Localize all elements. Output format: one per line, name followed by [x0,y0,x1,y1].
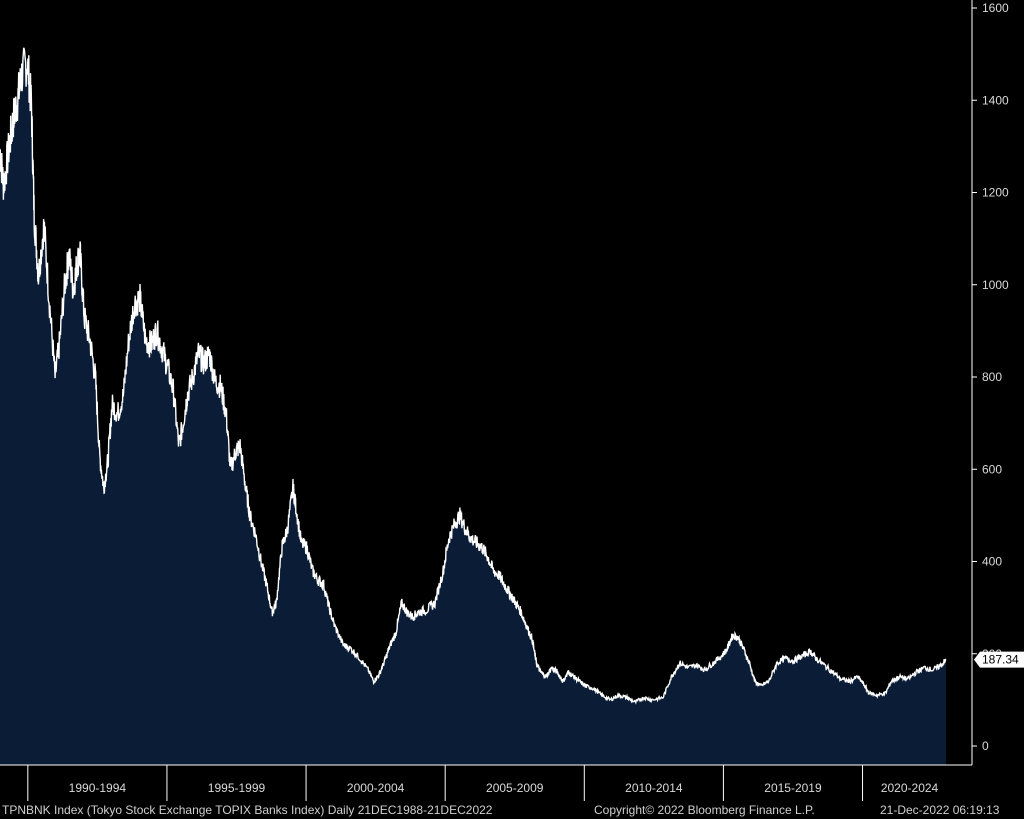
series-area [0,47,946,766]
copyright-text: Copyright© 2022 Bloomberg Finance L.P. [594,803,815,817]
price-line-layer [0,47,947,705]
y-tick-label: 0 [982,739,989,753]
last-value-label: 187.34 [982,653,1019,667]
last-value-box [974,651,1024,668]
y-tick-label: 1200 [982,186,1009,200]
timestamp-text: 21-Dec-2022 06:19:13 [880,803,1000,817]
x-tick-label: 1990-1994 [69,781,127,795]
x-tick-label: 2005-2009 [486,781,544,795]
x-tick-label: 2010-2014 [625,781,683,795]
x-tick-label: 1995-1999 [208,781,266,795]
y-tick-label: 1600 [982,1,1009,15]
axes: 020040060080010001200140016001990-199419… [0,0,1024,801]
x-tick-label: 2020-2024 [881,781,939,795]
x-tick-label: 2015-2019 [764,781,822,795]
y-tick-label: 1000 [982,278,1009,292]
y-tick-label: 1400 [982,93,1009,107]
y-tick-label: 800 [982,370,1002,384]
y-tick-label: 600 [982,462,1002,476]
y-tick-label: 400 [982,555,1002,569]
x-tick-label: 2000-2004 [347,781,405,795]
footer-bar: TPNBNK Index (Tokyo Stock Exchange TOPIX… [0,801,1024,819]
index-description: TPNBNK Index (Tokyo Stock Exchange TOPIX… [2,803,493,817]
area-fill-layer [0,47,946,766]
series-line [0,47,947,705]
